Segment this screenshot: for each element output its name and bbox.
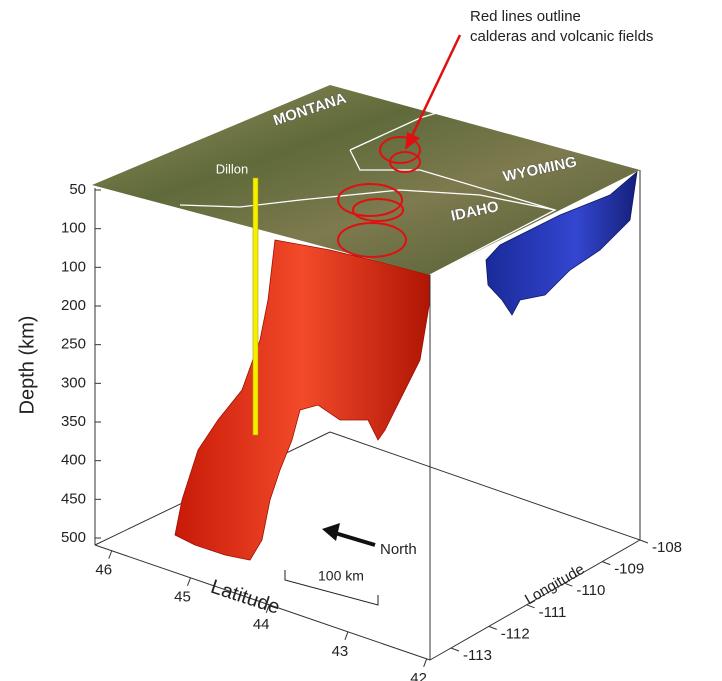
box-front [94,170,641,661]
latitude-tick-label: 44 [253,616,270,633]
latitude-tick [344,631,349,641]
longitude-tick [450,647,460,652]
scale-label: 100 km [318,568,364,584]
depth-tick-label: 300 [61,374,86,391]
depth-tick-label: 200 [61,297,86,314]
map-label: Dillon [216,161,249,176]
latitude-tick [265,604,270,613]
north-label: North [380,541,417,558]
latitude-tick-label: 43 [332,643,349,660]
depth-tick-label: 100 [61,258,86,275]
blue-body [485,171,638,316]
longitude-tick-label: -111 [539,604,567,621]
latitude-tick-label: 46 [95,562,112,579]
longitude-tick [639,539,649,544]
longitude-tick-label: -112 [501,625,530,642]
annotation: Red lines outline [470,8,581,25]
depth-tick-label: 100 [61,220,86,237]
annotation-arrow [408,34,462,141]
latitude-tick-label: 42 [410,670,427,681]
longitude-tick-label: -109 [614,561,644,578]
caldera-outlines [337,136,421,258]
depth-tick-label: 400 [61,452,86,469]
red-plume [174,239,431,561]
longitude-tick [488,625,497,630]
dillon-line [252,177,259,436]
longitude-tick-label: -110 [576,582,605,599]
latitude-axis-label: Latitude [208,576,282,619]
depth-tick-label: 450 [61,490,86,507]
latitude-tick-label: 45 [174,589,191,606]
depth-tick-label: 500 [61,529,86,546]
north-arrow [334,531,376,547]
longitude-tick [602,561,611,566]
depth-tick-label: 350 [61,413,86,430]
longitude-tick-label: -113 [463,647,492,664]
depth-axis-label: Depth (km) [16,316,38,415]
longitude-tick [564,582,573,587]
longitude-tick-label: -108 [652,539,682,556]
scale-bar [284,570,379,606]
latitude-tick [108,550,113,559]
depth-tick-label: 50 [69,181,86,198]
latitude-tick [423,658,428,668]
terrain-map [92,85,640,275]
depth-tick-label: 250 [61,336,86,353]
latitude-tick [187,577,191,586]
longitude-tick [526,604,535,609]
annotation: calderas and volcanic fields [470,28,653,45]
annotation-arrowhead [405,132,420,150]
north-arrowhead [322,523,340,541]
